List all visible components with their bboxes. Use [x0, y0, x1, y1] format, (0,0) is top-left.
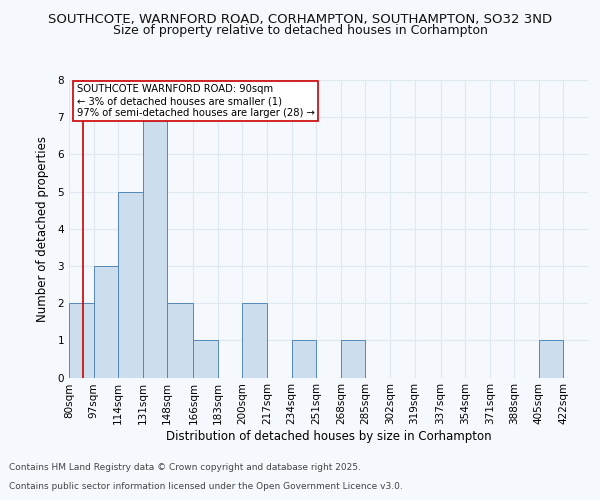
Text: Size of property relative to detached houses in Corhampton: Size of property relative to detached ho… — [113, 24, 487, 37]
Bar — [341, 340, 365, 378]
X-axis label: Distribution of detached houses by size in Corhampton: Distribution of detached houses by size … — [166, 430, 491, 443]
Bar — [292, 340, 316, 378]
Bar — [69, 303, 94, 378]
Text: Contains public sector information licensed under the Open Government Licence v3: Contains public sector information licen… — [9, 482, 403, 491]
Bar — [143, 117, 167, 378]
Text: Contains HM Land Registry data © Crown copyright and database right 2025.: Contains HM Land Registry data © Crown c… — [9, 464, 361, 472]
Bar — [167, 303, 193, 378]
Bar — [242, 303, 267, 378]
Bar — [118, 192, 143, 378]
Text: SOUTHCOTE WARNFORD ROAD: 90sqm
← 3% of detached houses are smaller (1)
97% of se: SOUTHCOTE WARNFORD ROAD: 90sqm ← 3% of d… — [77, 84, 314, 117]
Bar — [94, 266, 118, 378]
Bar — [193, 340, 218, 378]
Text: SOUTHCOTE, WARNFORD ROAD, CORHAMPTON, SOUTHAMPTON, SO32 3ND: SOUTHCOTE, WARNFORD ROAD, CORHAMPTON, SO… — [48, 12, 552, 26]
Bar — [539, 340, 563, 378]
Y-axis label: Number of detached properties: Number of detached properties — [36, 136, 49, 322]
